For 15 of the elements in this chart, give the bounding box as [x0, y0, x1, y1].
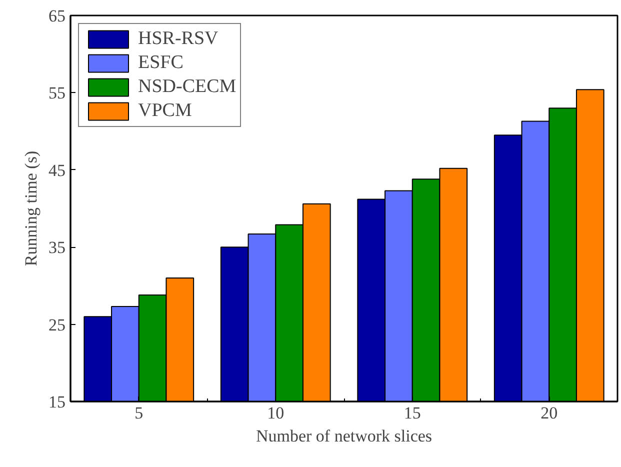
- x-tick-label: 20: [540, 404, 558, 422]
- x-axis-title: Number of network slices: [256, 426, 432, 446]
- y-tick-label: 55: [48, 84, 66, 103]
- y-tick-label: 35: [48, 238, 66, 258]
- y-axis-title: Running time (s): [22, 150, 40, 266]
- legend-label: HSR-RSV: [138, 28, 218, 50]
- x-tick-label: 10: [267, 404, 284, 422]
- y-tick-label: 45: [48, 160, 66, 180]
- x-tick-label: 15: [404, 404, 421, 422]
- legend-label: NSD-CECM: [138, 76, 236, 98]
- y-tick-label: 65: [48, 6, 66, 26]
- x-tick-label: 5: [134, 404, 144, 422]
- legend-label: VPCM: [138, 100, 192, 122]
- y-tick-label: 25: [48, 315, 66, 334]
- legend-label: ESFC: [138, 52, 184, 74]
